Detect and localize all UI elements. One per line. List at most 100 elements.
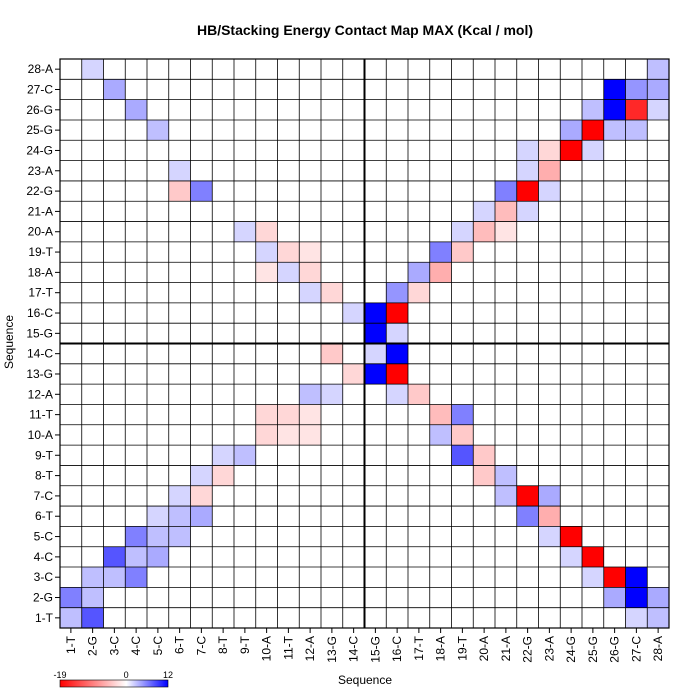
heatmap-cell (190, 485, 213, 507)
heatmap-cell (277, 404, 300, 425)
heatmap-cell (386, 282, 408, 303)
heatmap-cell (212, 445, 234, 466)
heatmap-cell (299, 404, 321, 425)
y-tick-label: 2-G (33, 591, 53, 605)
heatmap-cell (321, 343, 343, 364)
heatmap-cell (234, 221, 256, 242)
y-tick-label: 17-T (28, 286, 53, 300)
heatmap-cell (451, 445, 474, 466)
heatmap-cell (299, 241, 321, 263)
heatmap-cell (81, 59, 104, 80)
heatmap-cell (538, 526, 561, 547)
heatmap-cell (473, 201, 495, 222)
heatmap-cell (168, 506, 191, 527)
y-tick-label: 7-C (34, 489, 54, 503)
heatmap-cell (429, 424, 452, 446)
heatmap-cell (625, 567, 648, 588)
heatmap-cell (603, 567, 626, 588)
heatmap-cell (277, 241, 300, 263)
colorbar-gradient (59, 679, 169, 688)
x-tick-label: 22-G (521, 636, 535, 663)
colorbar-tick-label: 0 (124, 670, 129, 680)
heatmap-cell (168, 526, 191, 547)
y-tick-label: 5-C (34, 530, 54, 544)
heatmap-cell (582, 567, 604, 588)
x-tick-label: 11-T (281, 635, 295, 659)
heatmap-cell (582, 119, 604, 141)
y-tick-label: 15-G (26, 326, 53, 340)
heatmap-cell (603, 587, 626, 608)
heatmap-cell (647, 59, 669, 80)
heatmap-cell (582, 140, 604, 161)
heatmap-cell (451, 221, 474, 242)
heatmap-cell (60, 607, 82, 628)
y-tick-label: 11-T (29, 408, 53, 422)
x-tick-label: 6-T (173, 635, 187, 654)
heatmap-cell (538, 485, 561, 507)
heatmap-cell (190, 180, 213, 202)
heatmap-cell (408, 262, 430, 283)
x-tick-label: 23-A (542, 636, 556, 661)
heatmap-cell (451, 241, 474, 263)
y-tick-label: 14-C (27, 347, 53, 361)
heatmap-cell (560, 119, 582, 141)
x-tick-label: 13-G (325, 636, 339, 663)
heatmap-cell (495, 201, 517, 222)
y-tick-label: 9-T (35, 448, 54, 462)
heatmap-cell (342, 302, 365, 324)
heatmap-cell (342, 363, 365, 385)
y-tick-label: 6-T (35, 509, 54, 523)
heatmap-cell (255, 241, 278, 263)
x-tick-label: 5-C (151, 636, 165, 656)
heatmap-cell (277, 262, 300, 283)
heatmap-cell (560, 140, 582, 161)
x-tick-label: 18-A (434, 636, 448, 661)
heatmap-cell (495, 465, 517, 486)
x-tick-label: 1-T (64, 635, 78, 654)
x-tick-label: 20-A (477, 636, 491, 661)
heatmap-cell (538, 180, 561, 202)
heatmap-cell (234, 445, 256, 466)
heatmap-cell (516, 180, 539, 202)
heatmap-cell (429, 404, 452, 425)
x-tick-label: 26-G (608, 636, 622, 663)
heatmap-cell (516, 201, 539, 222)
heatmap-cell (603, 99, 626, 120)
chart-title: HB/Stacking Energy Contact Map MAX (Kcal… (197, 22, 533, 38)
heatmap-cell (582, 546, 604, 568)
heatmap-cell (147, 506, 169, 527)
x-tick-label: 4-C (129, 636, 143, 656)
heatmap-cell (386, 384, 408, 405)
heatmap-cell (647, 607, 669, 628)
heatmap-cell (516, 140, 539, 161)
x-tick-label: 28-A (651, 636, 665, 661)
heatmap-cell (647, 99, 669, 120)
heatmap-cell (81, 567, 104, 588)
heatmap-cell (647, 79, 669, 100)
heatmap-cell (408, 282, 430, 303)
heatmap-cell (147, 526, 169, 547)
y-tick-label: 25-G (26, 123, 53, 137)
heatmap-cell (625, 79, 648, 100)
y-tick-label: 21-A (28, 204, 53, 218)
heatmap-cell (451, 404, 474, 425)
heatmap-cell (473, 445, 495, 466)
heatmap-cell (81, 607, 104, 628)
heatmap-cell (299, 282, 321, 303)
y-tick-label: 4-C (34, 550, 54, 564)
heatmap-cell (255, 404, 278, 425)
y-tick-label: 3-C (34, 570, 54, 584)
heatmap-cell (277, 424, 300, 446)
heatmap-cell (473, 465, 495, 486)
heatmap-cell (321, 384, 343, 405)
heatmap-cell (125, 546, 147, 568)
heatmap-cell (560, 546, 582, 568)
heatmap-cell (538, 506, 561, 527)
heatmap-cell (625, 119, 648, 141)
x-tick-label: 25-G (586, 636, 600, 663)
x-tick-label: 2-G (86, 636, 100, 656)
heatmap-cell (103, 567, 126, 588)
x-tick-label: 9-T (238, 635, 252, 654)
y-axis-label: Sequence (2, 315, 16, 369)
